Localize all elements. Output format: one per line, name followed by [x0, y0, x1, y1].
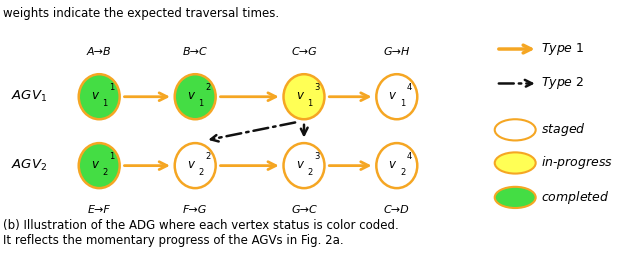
Text: G→C: G→C [291, 205, 317, 215]
Ellipse shape [79, 74, 120, 119]
Ellipse shape [495, 152, 536, 174]
Text: $\mathit{Type}\ 2$: $\mathit{Type}\ 2$ [541, 76, 584, 91]
Text: $\mathit{v}$: $\mathit{v}$ [388, 158, 397, 171]
Text: 2: 2 [102, 168, 108, 177]
Text: $AGV_2$: $AGV_2$ [11, 158, 47, 173]
Text: 1: 1 [198, 99, 204, 108]
Text: 2: 2 [307, 168, 312, 177]
Text: F→G: F→G [183, 205, 207, 215]
Text: $\mathit{v}$: $\mathit{v}$ [296, 158, 305, 171]
Text: weights indicate the expected traversal times.: weights indicate the expected traversal … [3, 7, 279, 20]
Text: E→F: E→F [88, 205, 111, 215]
Text: $\mathit{staged}$: $\mathit{staged}$ [541, 121, 586, 138]
Text: 2: 2 [205, 152, 211, 161]
Text: $\mathit{Type}\ 1$: $\mathit{Type}\ 1$ [541, 41, 584, 57]
Text: $\mathit{v}$: $\mathit{v}$ [91, 89, 100, 102]
Text: 3: 3 [314, 152, 319, 161]
Text: G→H: G→H [383, 47, 410, 57]
Text: 4: 4 [407, 83, 412, 92]
Ellipse shape [376, 143, 417, 188]
Text: 1: 1 [109, 83, 115, 92]
Text: 2: 2 [205, 83, 211, 92]
Text: $\mathit{v}$: $\mathit{v}$ [388, 89, 397, 102]
Text: 1: 1 [109, 152, 115, 161]
Ellipse shape [79, 143, 120, 188]
Text: 2: 2 [198, 168, 204, 177]
Text: (b) Illustration of the ADG where each vertex status is color coded.
It reflects: (b) Illustration of the ADG where each v… [3, 219, 399, 247]
Ellipse shape [376, 74, 417, 119]
Ellipse shape [495, 187, 536, 208]
Text: 1: 1 [400, 99, 405, 108]
Text: A→B: A→B [87, 47, 111, 57]
Ellipse shape [284, 74, 324, 119]
Ellipse shape [495, 119, 536, 140]
Text: $\mathit{completed}$: $\mathit{completed}$ [541, 189, 609, 206]
Text: $\mathit{v}$: $\mathit{v}$ [187, 158, 196, 171]
Text: 2: 2 [400, 168, 405, 177]
Text: 1: 1 [307, 99, 312, 108]
Text: B→C: B→C [183, 47, 207, 57]
Text: C→G: C→G [291, 47, 317, 57]
Text: 1: 1 [102, 99, 108, 108]
Ellipse shape [175, 74, 216, 119]
Ellipse shape [284, 143, 324, 188]
Text: 3: 3 [314, 83, 319, 92]
Text: $\mathit{in}$-$\mathit{progress}$: $\mathit{in}$-$\mathit{progress}$ [541, 154, 613, 171]
Ellipse shape [175, 143, 216, 188]
Text: $\mathit{v}$: $\mathit{v}$ [187, 89, 196, 102]
Text: 4: 4 [407, 152, 412, 161]
Text: $\mathit{v}$: $\mathit{v}$ [296, 89, 305, 102]
Text: $\mathit{v}$: $\mathit{v}$ [91, 158, 100, 171]
Text: C→D: C→D [384, 205, 410, 215]
Text: $AGV_1$: $AGV_1$ [11, 89, 47, 104]
